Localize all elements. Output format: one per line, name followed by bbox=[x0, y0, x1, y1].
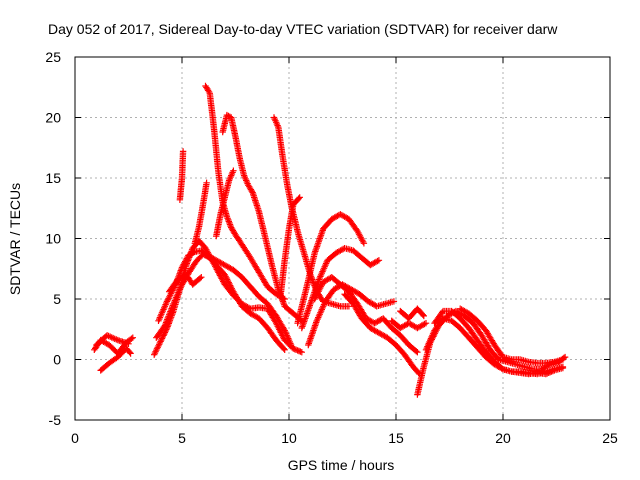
series-track-y bbox=[457, 305, 567, 367]
y-tick-label: 10 bbox=[45, 231, 61, 247]
y-tick-labels: -5 0 5 10 15 20 25 bbox=[45, 49, 61, 428]
series-track-t bbox=[388, 317, 430, 332]
x-tick-label: 10 bbox=[281, 430, 297, 446]
series-track-l bbox=[213, 167, 237, 240]
x-axis-label: GPS time / hours bbox=[288, 457, 395, 473]
y-tick-label: 20 bbox=[45, 110, 61, 126]
y-tick-label: 25 bbox=[45, 49, 61, 65]
y-tick-label: 0 bbox=[53, 352, 61, 368]
y-tick-label: -5 bbox=[49, 412, 62, 428]
x-tick-label: 5 bbox=[178, 430, 186, 446]
data-marks bbox=[91, 82, 569, 398]
series-track-k bbox=[219, 111, 305, 324]
y-axis-label: SDTVAR / TECUs bbox=[7, 183, 23, 295]
x-tick-label: 0 bbox=[71, 430, 79, 446]
chart-title: Day 052 of 2017, Sidereal Day-to-day VTE… bbox=[48, 21, 558, 37]
x-tick-label: 20 bbox=[495, 430, 511, 446]
series-track-h bbox=[176, 148, 187, 203]
series-track-j bbox=[202, 82, 288, 303]
series-track-u bbox=[397, 305, 427, 322]
series-track-s bbox=[341, 291, 423, 378]
series-track-x bbox=[431, 307, 567, 378]
series-track-i bbox=[191, 179, 210, 247]
y-tick-label: 5 bbox=[53, 291, 61, 307]
series-track-n bbox=[277, 194, 303, 300]
x-tick-labels: 0 5 10 15 20 25 bbox=[71, 430, 618, 446]
y-tick-label: 15 bbox=[45, 170, 61, 186]
series-track-b bbox=[97, 345, 134, 374]
grid-lines bbox=[75, 57, 610, 420]
series-track-r bbox=[311, 274, 421, 356]
series-track-g bbox=[166, 271, 205, 295]
x-tick-label: 15 bbox=[388, 430, 404, 446]
x-tick-label: 25 bbox=[602, 430, 618, 446]
series-track-o bbox=[294, 211, 368, 327]
plot-frame bbox=[74, 56, 611, 421]
series-track-c bbox=[93, 332, 132, 349]
series-track-f bbox=[155, 247, 295, 349]
